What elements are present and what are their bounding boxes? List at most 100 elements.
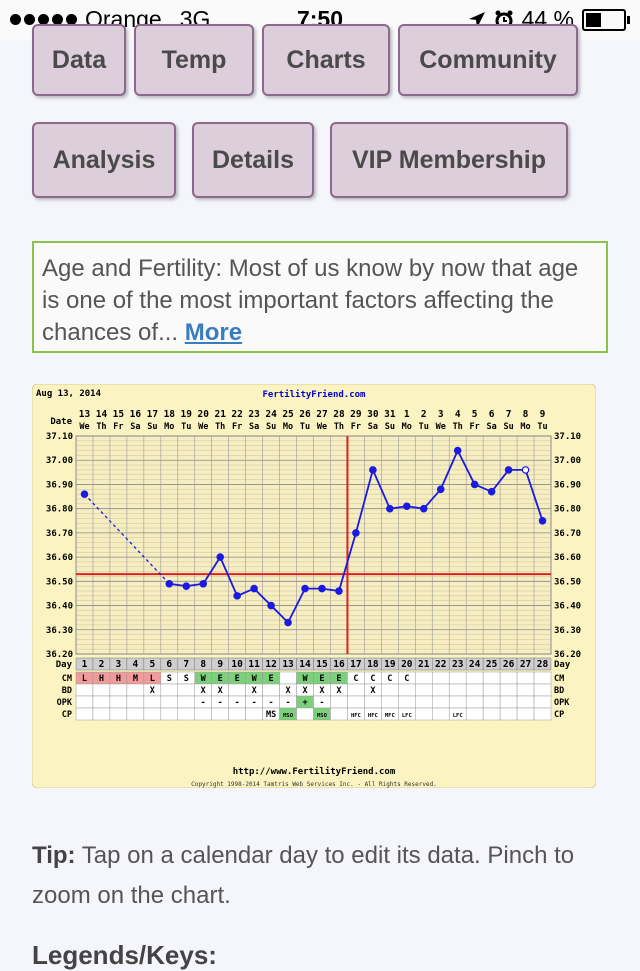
location-arrow-icon bbox=[468, 11, 485, 28]
temperature-point bbox=[470, 480, 479, 489]
day-number: 6 bbox=[166, 659, 172, 670]
temperature-line-segment bbox=[439, 450, 459, 490]
tip-body: Tap on a calendar day to edit its data. … bbox=[32, 842, 575, 909]
weekday-label: Fr bbox=[351, 422, 361, 432]
row-cell bbox=[92, 707, 111, 721]
weekday-label: We bbox=[436, 422, 446, 432]
more-link[interactable]: More bbox=[184, 319, 243, 346]
weekday-label: Th bbox=[96, 422, 106, 432]
nav-vip-membership-button[interactable]: VIP Membership bbox=[330, 122, 568, 198]
row-cell bbox=[347, 695, 365, 709]
row-cell bbox=[499, 695, 518, 709]
y-tick-label-left: 36.30 bbox=[46, 626, 73, 636]
y-tick-label-right: 36.70 bbox=[554, 529, 581, 539]
row-cell bbox=[211, 707, 229, 721]
day-number: 3 bbox=[116, 659, 122, 670]
nav-data-button[interactable]: Data bbox=[32, 24, 126, 96]
row-value: W bbox=[201, 674, 207, 684]
row-value: E bbox=[218, 674, 223, 684]
y-tick-label-left: 36.50 bbox=[46, 577, 73, 587]
row-value: E bbox=[336, 674, 341, 684]
temperature-point bbox=[267, 601, 275, 610]
temperature-point bbox=[419, 504, 428, 513]
row-cell bbox=[177, 695, 196, 709]
row-cell bbox=[92, 683, 111, 697]
row-value: - bbox=[319, 698, 324, 708]
row-cell bbox=[398, 695, 416, 709]
day-number: 14 bbox=[299, 659, 311, 670]
weekday-label: Th bbox=[334, 422, 344, 432]
weekday-label: Fr bbox=[232, 422, 242, 432]
row-value: - bbox=[269, 698, 274, 708]
row-value: E bbox=[269, 674, 274, 684]
day-number: 28 bbox=[537, 659, 549, 670]
row-value: L bbox=[150, 674, 155, 684]
nav-analysis-button[interactable]: Analysis bbox=[32, 122, 176, 198]
row-cell bbox=[516, 683, 535, 697]
row-cell bbox=[126, 707, 145, 721]
row-cell bbox=[381, 695, 399, 709]
row-cell bbox=[75, 707, 94, 721]
day-number: 24 bbox=[469, 659, 481, 670]
weekday-label: Mo bbox=[520, 422, 530, 432]
day-number: 20 bbox=[401, 659, 413, 670]
y-tick-label-left: 36.60 bbox=[46, 553, 73, 563]
row-value: X bbox=[302, 686, 307, 696]
row-value: HFC bbox=[368, 713, 378, 719]
weekday-label: Sa bbox=[249, 422, 259, 432]
chart-copyright: Copyright 1998-2014 Tamtris Web Services… bbox=[191, 781, 437, 788]
weekday-label: Mo bbox=[164, 422, 174, 432]
nav-charts-button[interactable]: Charts bbox=[262, 24, 390, 96]
battery-icon bbox=[582, 8, 630, 31]
row-value: - bbox=[285, 698, 290, 708]
weekday-label: Su bbox=[385, 422, 395, 432]
y-tick-label-right: 36.40 bbox=[554, 602, 581, 612]
chart-site-title: FertilityFriend.com bbox=[263, 389, 367, 400]
nav-temp-button[interactable]: Temp bbox=[134, 24, 254, 96]
weekday-label: We bbox=[79, 422, 89, 432]
date-label: 18 bbox=[164, 409, 176, 420]
row-cell bbox=[126, 683, 145, 697]
nav-details-button[interactable]: Details bbox=[192, 122, 314, 198]
date-label: 6 bbox=[489, 409, 495, 420]
row-cell bbox=[448, 683, 467, 697]
temperature-point bbox=[453, 446, 462, 455]
row-cell bbox=[160, 683, 179, 697]
weekday-label: Su bbox=[147, 422, 157, 432]
row-cell bbox=[415, 671, 433, 685]
row-value: M bbox=[133, 674, 138, 684]
day-number: 26 bbox=[503, 659, 515, 670]
weekday-label: Sa bbox=[487, 422, 497, 432]
y-tick-label-right: 36.80 bbox=[554, 505, 581, 515]
y-tick-label-right: 36.30 bbox=[554, 626, 581, 636]
date-label: 30 bbox=[367, 409, 379, 420]
row-cell bbox=[482, 695, 501, 709]
temperature-line-segment bbox=[490, 469, 510, 493]
date-label: 3 bbox=[438, 409, 444, 420]
date-label: 5 bbox=[472, 409, 478, 420]
day-cell bbox=[533, 657, 552, 671]
row-value: MSO bbox=[317, 713, 328, 719]
day-number: 2 bbox=[99, 659, 105, 670]
row-cell bbox=[533, 671, 552, 685]
nav-community-button[interactable]: Community bbox=[398, 24, 578, 96]
row-value: MFC bbox=[385, 713, 395, 719]
weekday-label: Fr bbox=[470, 422, 480, 432]
row-value: - bbox=[201, 698, 206, 708]
row-value: X bbox=[150, 686, 155, 696]
row-value: H bbox=[99, 674, 104, 684]
bbt-chart-svg[interactable]: Aug 13, 2014 FertilityFriend.comDate13We1… bbox=[31, 383, 597, 789]
weekday-label: We bbox=[198, 422, 208, 432]
y-tick-label-left: 36.90 bbox=[46, 480, 73, 490]
row-cell bbox=[448, 695, 467, 709]
row-value: L bbox=[82, 674, 87, 684]
row-value: W bbox=[252, 674, 258, 684]
row-cell bbox=[194, 707, 212, 721]
row-value: H bbox=[116, 674, 121, 684]
bbt-chart[interactable]: Aug 13, 2014 FertilityFriend.com Date 13 We 1… bbox=[31, 383, 597, 789]
row-value: S bbox=[167, 674, 172, 684]
day-number: 1 bbox=[82, 659, 88, 670]
date-label: 17 bbox=[147, 409, 158, 420]
temperature-point bbox=[250, 584, 258, 593]
temperature-point bbox=[403, 502, 411, 511]
